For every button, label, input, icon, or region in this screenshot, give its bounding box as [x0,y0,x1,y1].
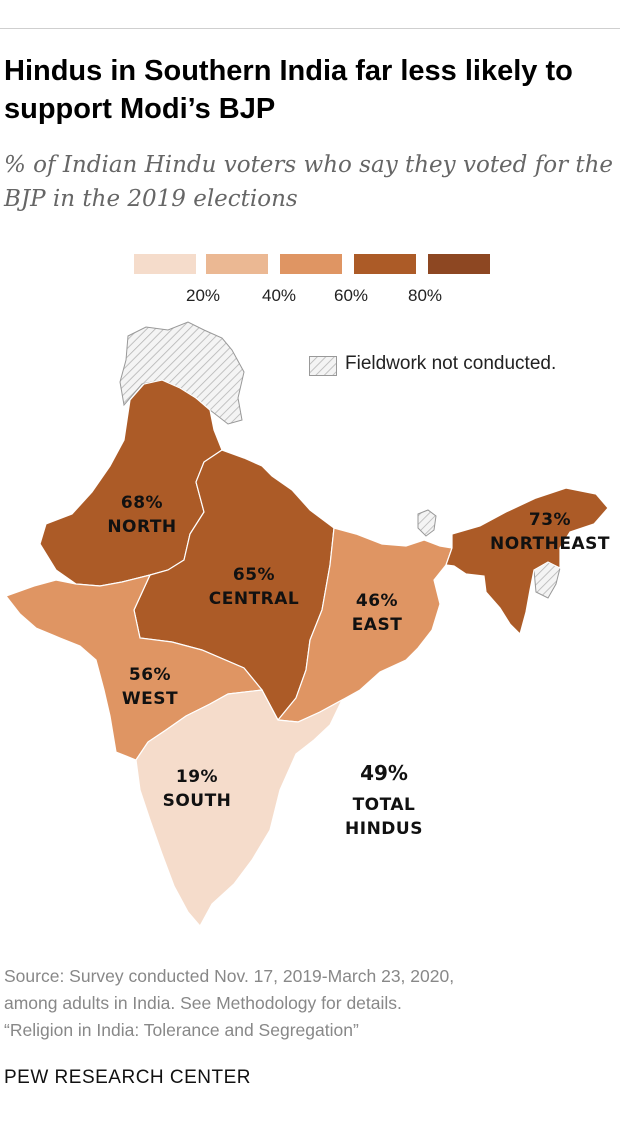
region-kashmir-not-conducted [119,321,245,425]
east-value: 46% [356,591,398,611]
chart-title: Hindus in Southern India far less likely… [4,55,573,125]
chart-subtitle: % of Indian Hindu voters who say they vo… [4,152,614,212]
legend-swatch-3 [280,254,342,274]
source-note: Source: Survey conducted Nov. 17, 2019-M… [4,963,616,1044]
legend-tick-20: 20% [186,286,221,305]
east-name: EAST [352,615,403,635]
south-value: 19% [176,767,218,787]
color-legend: 20% 40% 60% 80% [0,250,620,310]
west-name: WEST [122,689,178,709]
legend-swatch-5 [428,254,490,274]
total-label-line1: TOTAL [353,795,416,815]
legend-swatch-1 [134,254,196,274]
india-region-map: 68% NORTH 65% CENTRAL 46% EAST 73% NORTH… [5,321,610,928]
source-line-2: among adults in India. See Methodology f… [4,993,402,1013]
source-line-1: Source: Survey conducted Nov. 17, 2019-M… [4,966,455,986]
region-south [135,689,344,928]
total-label-line2: HINDUS [345,819,423,839]
total-value: 49% [360,761,408,785]
central-name: CENTRAL [209,589,300,609]
legend-tick-40: 40% [262,286,297,305]
legend-tick-60: 60% [334,286,369,305]
source-line-3: “Religion in India: Tolerance and Segreg… [4,1020,359,1040]
legend-swatch-2 [206,254,268,274]
northeast-value: 73% [529,510,571,530]
region-east [276,527,453,723]
legend-swatch-4 [354,254,416,274]
northeast-name: NORTHEAST [490,534,610,554]
not-conducted-note: Fieldwork not conducted. [345,353,557,374]
region-northeast [445,487,609,636]
south-name: SOUTH [163,791,232,811]
region-sikkim-not-conducted [417,509,437,537]
top-rule [0,28,620,29]
not-conducted-swatch [309,356,337,376]
legend-tick-80: 80% [408,286,443,305]
north-value: 68% [121,493,163,513]
west-value: 56% [129,665,171,685]
pew-logo-text: PEW RESEARCH CENTER [4,1067,252,1088]
north-name: NORTH [107,517,176,537]
central-value: 65% [233,565,275,585]
